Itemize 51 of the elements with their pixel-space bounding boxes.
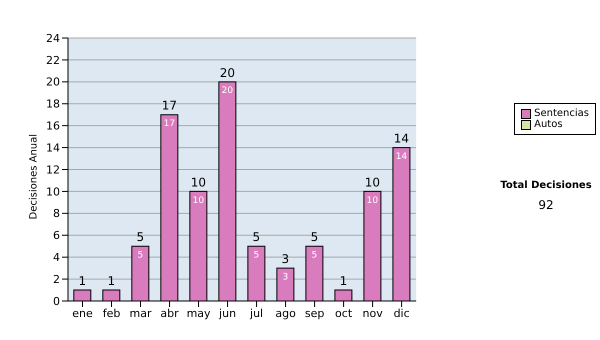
x-tick-label: sep (304, 306, 324, 320)
data-label: 3 (282, 272, 288, 283)
x-tick-label: dic (394, 306, 410, 320)
y-tick-label: 4 (53, 251, 60, 264)
y-tick-label: 16 (46, 120, 60, 133)
x-tick-label: ene (72, 306, 93, 320)
total-label: 10 (190, 175, 206, 190)
data-label: 5 (253, 250, 260, 261)
data-label: 5 (312, 250, 318, 261)
data-label: 17 (164, 119, 176, 130)
total-label: 1 (340, 274, 348, 288)
x-tick-label: ago (275, 306, 296, 320)
data-label: 10 (366, 196, 378, 206)
total-label: 3 (282, 252, 290, 266)
x-tick-label: jun (218, 306, 236, 320)
total-label: 1 (107, 274, 116, 288)
text: 92 (537, 198, 555, 212)
y-tick-label: 20 (46, 76, 60, 89)
data-label: 10 (192, 196, 204, 206)
data-label: 14 (396, 152, 408, 162)
legend-label: Sentencias (534, 108, 589, 119)
x-tick-label: nov (362, 306, 384, 320)
text: Total Decisiones (499, 180, 593, 191)
total-label: 14 (394, 132, 410, 146)
total-label: 20 (220, 66, 235, 80)
data-label: 20 (222, 86, 234, 96)
x-tick-label: oct (335, 306, 353, 320)
total-label: 5 (136, 230, 144, 244)
y-tick-label: 14 (46, 141, 60, 154)
y-tick-label: 10 (46, 185, 60, 198)
data-label: 5 (137, 250, 144, 261)
total-label: 17 (162, 98, 177, 113)
total-label: 1 (78, 274, 86, 288)
y-axis-title: Decisiones Anual (28, 134, 40, 220)
x-tick-label: jul (249, 306, 264, 320)
total-label: 5 (252, 230, 260, 244)
y-tick-label: 6 (53, 229, 60, 242)
y-tick-label: 8 (53, 207, 60, 220)
x-tick-label: feb (102, 306, 120, 320)
legend-label: Autos (534, 119, 563, 130)
total-label: 5 (310, 230, 318, 244)
y-tick-label: 12 (46, 163, 60, 176)
y-tick-label: 0 (53, 294, 60, 308)
total-label: 10 (364, 175, 380, 190)
x-tick-label: abr (160, 306, 180, 320)
y-tick-label: 24 (46, 32, 60, 45)
x-tick-label: mar (130, 306, 152, 320)
y-tick-label: 22 (46, 54, 60, 67)
y-tick-label: 18 (46, 98, 60, 111)
x-tick-label: may (186, 306, 212, 320)
y-tick-label: 2 (53, 272, 60, 286)
